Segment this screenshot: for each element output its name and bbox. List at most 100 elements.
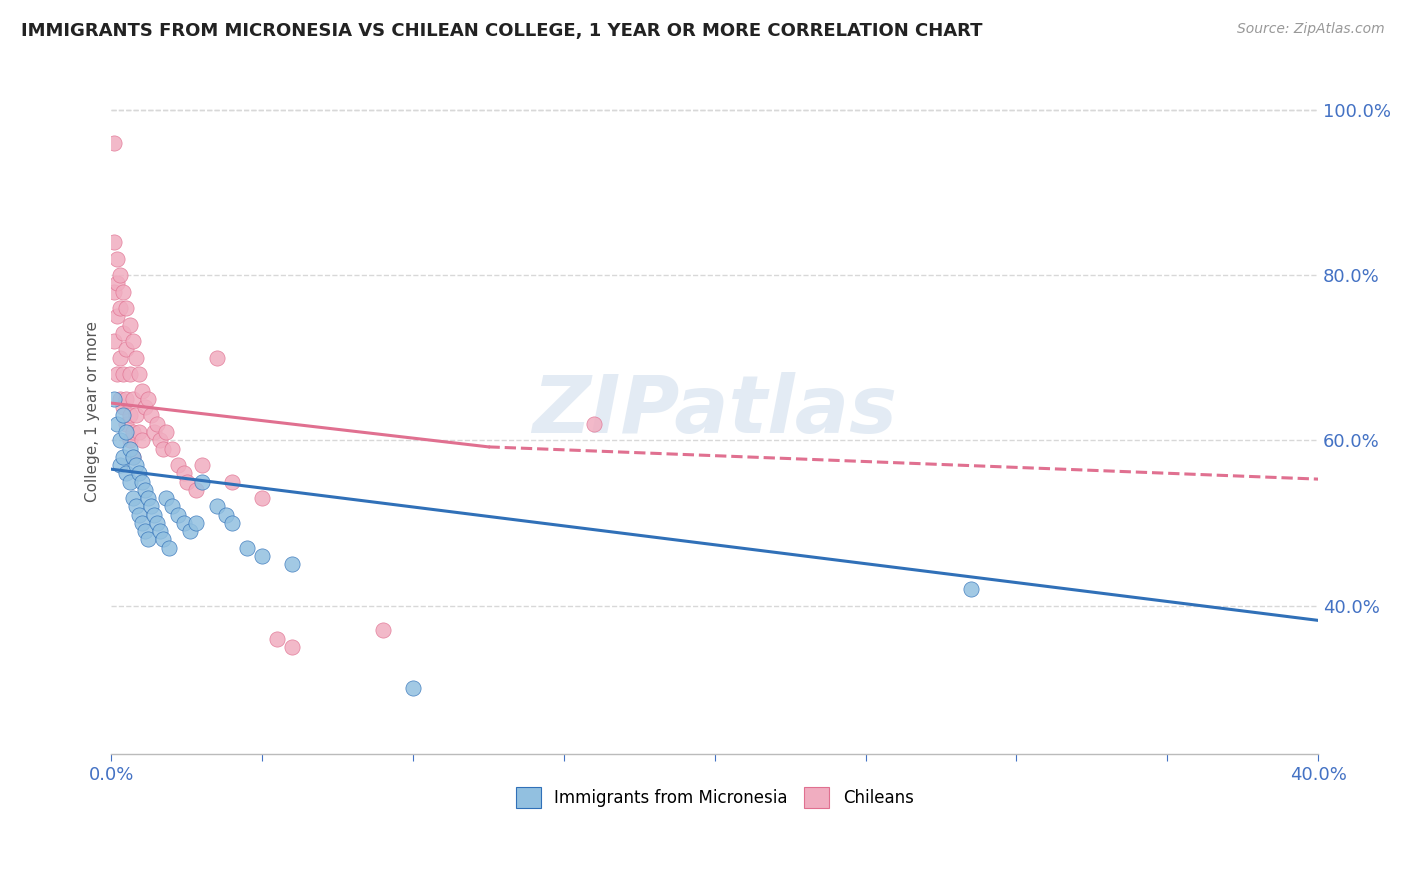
Point: [118, 409, 141, 423]
Point: [252, 549, 274, 563]
Point: [149, 434, 172, 448]
Point: [205, 500, 228, 514]
Point: [112, 409, 135, 423]
Point: [121, 425, 143, 439]
Point: [112, 326, 135, 340]
Point: [103, 285, 125, 299]
Point: [118, 367, 141, 381]
Point: [266, 632, 288, 646]
Point: [136, 491, 159, 505]
Point: [115, 467, 138, 481]
Point: [173, 516, 195, 530]
Point: [583, 417, 606, 431]
Point: [205, 351, 228, 365]
Point: [281, 558, 304, 572]
Point: [184, 516, 207, 530]
Point: [139, 500, 162, 514]
Point: [115, 301, 138, 315]
Point: [236, 541, 259, 555]
Text: Source: ZipAtlas.com: Source: ZipAtlas.com: [1237, 22, 1385, 37]
Point: [157, 541, 180, 555]
Point: [134, 483, 156, 497]
Point: [115, 343, 138, 357]
Point: [152, 442, 174, 456]
Point: [103, 136, 125, 150]
Point: [110, 458, 132, 472]
Point: [371, 624, 394, 638]
Point: [110, 301, 132, 315]
Point: [152, 533, 174, 547]
Point: [145, 516, 167, 530]
Point: [107, 277, 129, 291]
Point: [107, 310, 129, 324]
Point: [118, 434, 141, 448]
Point: [115, 425, 138, 439]
Point: [112, 401, 135, 415]
Point: [124, 500, 146, 514]
Point: [173, 467, 195, 481]
Point: [160, 500, 183, 514]
Point: [115, 417, 138, 431]
Point: [131, 516, 153, 530]
Point: [149, 524, 172, 538]
Point: [131, 475, 153, 489]
Point: [221, 475, 243, 489]
Point: [131, 434, 153, 448]
Point: [121, 450, 143, 464]
Point: [112, 285, 135, 299]
Point: [121, 392, 143, 406]
Point: [176, 475, 198, 489]
Point: [166, 458, 188, 472]
Point: [107, 417, 129, 431]
Point: [142, 508, 165, 522]
Point: [191, 458, 214, 472]
Point: [160, 442, 183, 456]
Point: [121, 450, 143, 464]
Point: [136, 533, 159, 547]
Point: [142, 425, 165, 439]
Point: [252, 491, 274, 505]
Y-axis label: College, 1 year or more: College, 1 year or more: [86, 321, 100, 502]
Text: ZIPatlas: ZIPatlas: [533, 372, 897, 450]
Point: [121, 491, 143, 505]
Point: [139, 409, 162, 423]
Point: [128, 467, 150, 481]
Point: [118, 318, 141, 332]
Point: [103, 235, 125, 249]
Point: [124, 458, 146, 472]
Point: [402, 681, 425, 695]
Point: [215, 508, 238, 522]
Point: [121, 334, 143, 348]
Point: [103, 392, 125, 406]
Text: IMMIGRANTS FROM MICRONESIA VS CHILEAN COLLEGE, 1 YEAR OR MORE CORRELATION CHART: IMMIGRANTS FROM MICRONESIA VS CHILEAN CO…: [21, 22, 983, 40]
Point: [110, 268, 132, 282]
Point: [115, 392, 138, 406]
Point: [107, 252, 129, 266]
Point: [184, 483, 207, 497]
Legend: Immigrants from Micronesia, Chileans: Immigrants from Micronesia, Chileans: [509, 780, 921, 814]
Point: [134, 524, 156, 538]
Point: [281, 640, 304, 654]
Point: [110, 434, 132, 448]
Point: [134, 401, 156, 415]
Point: [155, 425, 177, 439]
Point: [124, 409, 146, 423]
Point: [155, 491, 177, 505]
Point: [112, 367, 135, 381]
Point: [960, 582, 983, 596]
Point: [128, 425, 150, 439]
Point: [136, 392, 159, 406]
Point: [124, 351, 146, 365]
Point: [191, 475, 214, 489]
Point: [118, 442, 141, 456]
Point: [128, 508, 150, 522]
Point: [110, 392, 132, 406]
Point: [107, 367, 129, 381]
Point: [110, 351, 132, 365]
Point: [145, 417, 167, 431]
Point: [128, 367, 150, 381]
Point: [103, 334, 125, 348]
Point: [166, 508, 188, 522]
Point: [179, 524, 201, 538]
Point: [131, 384, 153, 398]
